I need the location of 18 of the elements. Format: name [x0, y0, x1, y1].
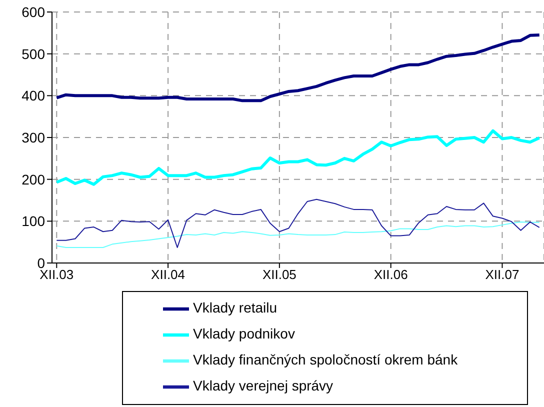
y-tick-label: 300 — [22, 129, 46, 146]
legend-label: Vklady podnikov — [193, 326, 295, 342]
y-tick-label: 200 — [22, 171, 46, 188]
line-series — [56, 222, 540, 248]
legend-label: Vklady retailu — [193, 300, 278, 316]
x-tick-label: XII.05 — [262, 267, 296, 282]
line-series — [56, 198, 540, 248]
legend-label: Vklady finančných spoločností okrem bánk — [193, 352, 458, 368]
y-tick-label: 400 — [22, 88, 46, 104]
y-tick-label: 600 — [22, 4, 46, 20]
legend-label: Vklady verejnej správy — [193, 378, 334, 394]
x-tick-label: XII.06 — [374, 267, 408, 282]
x-tick-label: XII.07 — [485, 267, 520, 282]
line-series — [55, 34, 541, 102]
x-tick-label: XII.04 — [151, 267, 186, 282]
y-tick-label: 500 — [22, 46, 46, 62]
y-tick-label: 100 — [22, 213, 46, 230]
line-series — [55, 129, 541, 186]
